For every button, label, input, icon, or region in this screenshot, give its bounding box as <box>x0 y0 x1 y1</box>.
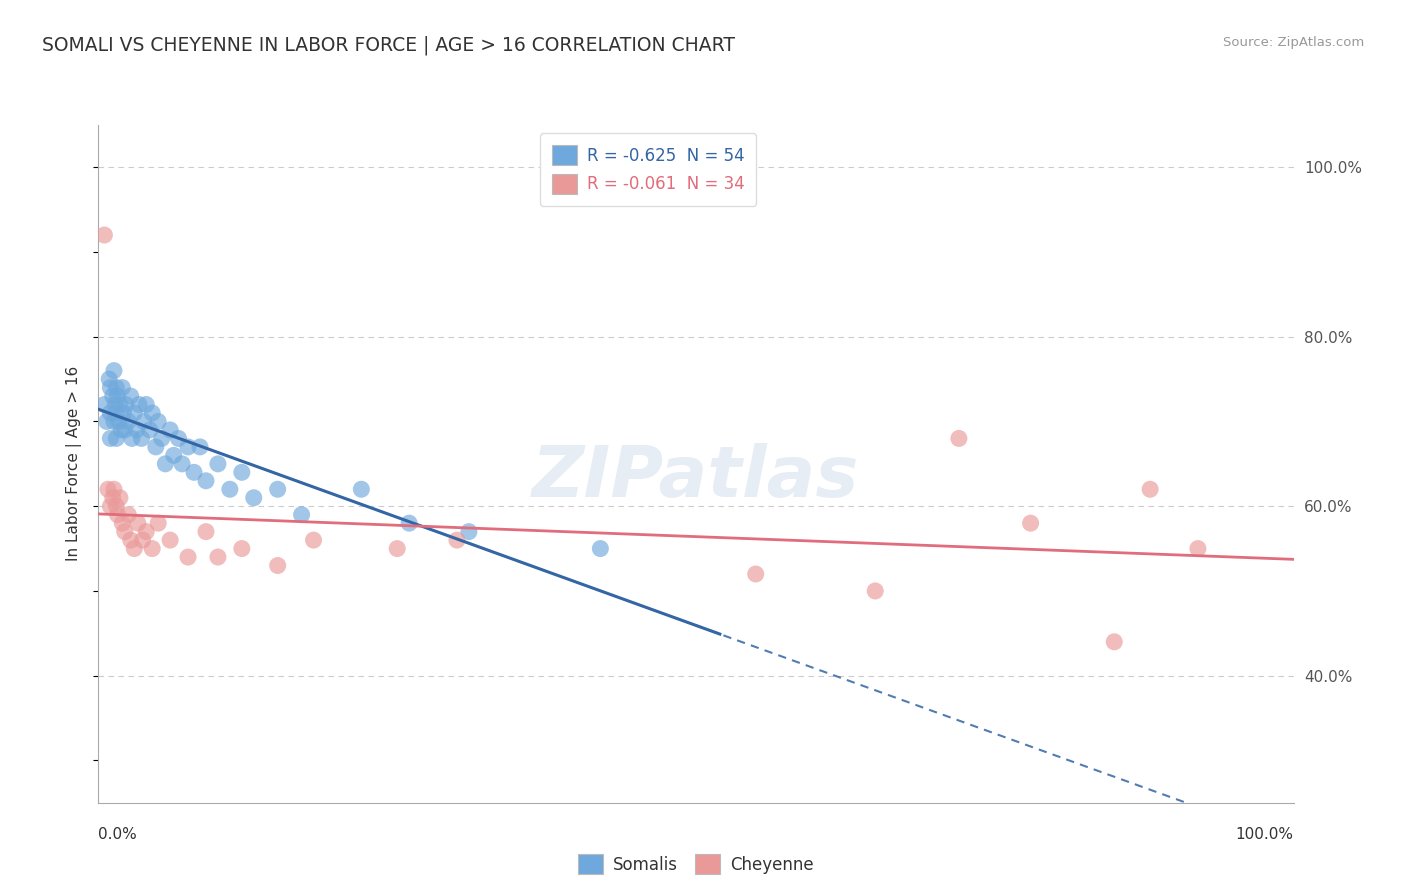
Point <box>350 483 373 497</box>
Point <box>183 466 205 480</box>
Text: SOMALI VS CHEYENNE IN LABOR FORCE | AGE > 16 CORRELATION CHART: SOMALI VS CHEYENNE IN LABOR FORCE | AGE … <box>42 36 735 55</box>
Point <box>117 508 139 522</box>
Point <box>446 533 468 547</box>
Point <box>111 381 134 395</box>
Point <box>267 558 290 573</box>
Point <box>207 457 229 471</box>
Point <box>141 541 163 556</box>
Point <box>139 423 162 437</box>
Point <box>194 524 218 539</box>
Point <box>159 423 181 437</box>
Legend: Somalis, Cheyenne: Somalis, Cheyenne <box>569 846 823 882</box>
Point <box>243 491 266 505</box>
Point <box>398 516 420 530</box>
Point <box>589 541 612 556</box>
Point <box>231 541 253 556</box>
Point <box>219 483 242 497</box>
Point <box>291 508 314 522</box>
Text: ZIPatlas: ZIPatlas <box>533 443 859 512</box>
Point <box>231 466 253 480</box>
Point <box>150 432 173 446</box>
Point <box>167 432 190 446</box>
Point <box>177 549 200 565</box>
Point <box>107 389 129 403</box>
Point <box>104 398 127 412</box>
Point <box>385 541 409 556</box>
Point <box>108 398 131 412</box>
Point <box>98 372 121 386</box>
Point <box>172 457 194 471</box>
Point <box>948 432 970 446</box>
Point <box>114 423 136 437</box>
Point <box>128 398 150 412</box>
Point <box>141 406 163 420</box>
Point <box>745 567 768 582</box>
Text: 0.0%: 0.0% <box>98 827 138 841</box>
Point <box>105 500 128 514</box>
Point <box>120 389 142 403</box>
Point <box>207 549 229 565</box>
Point <box>103 364 125 378</box>
Point <box>103 483 125 497</box>
Point <box>135 524 157 539</box>
Point <box>107 415 129 429</box>
Point <box>111 516 134 530</box>
Point <box>105 406 128 420</box>
Point <box>145 440 167 454</box>
Point <box>1187 541 1209 556</box>
Text: 100.0%: 100.0% <box>1236 827 1294 841</box>
Point <box>1019 516 1042 530</box>
Point <box>121 432 143 446</box>
Point <box>117 415 139 429</box>
Point <box>132 415 155 429</box>
Point <box>125 423 148 437</box>
Point <box>163 448 186 462</box>
Point <box>148 415 170 429</box>
Point <box>97 483 120 497</box>
Point <box>863 584 887 599</box>
Point <box>124 541 146 556</box>
Point <box>155 457 177 471</box>
Point <box>458 524 481 539</box>
Point <box>114 524 136 539</box>
Text: Source: ZipAtlas.com: Source: ZipAtlas.com <box>1223 36 1364 49</box>
Point <box>108 491 131 505</box>
Point <box>105 381 128 395</box>
Point <box>127 516 149 530</box>
Point <box>112 406 135 420</box>
Point <box>98 381 122 395</box>
Point <box>267 483 290 497</box>
Point <box>96 415 118 429</box>
Point <box>1139 483 1161 497</box>
Point <box>148 516 170 530</box>
Point <box>115 398 138 412</box>
Point <box>105 432 128 446</box>
Point <box>194 474 218 488</box>
Point <box>177 440 200 454</box>
Y-axis label: In Labor Force | Age > 16: In Labor Force | Age > 16 <box>66 367 83 561</box>
Point <box>120 533 142 547</box>
Point <box>1102 635 1125 649</box>
Point <box>131 432 153 446</box>
Point <box>110 423 132 437</box>
Point <box>101 389 124 403</box>
Point <box>302 533 325 547</box>
Point <box>93 398 115 412</box>
Point <box>98 406 122 420</box>
Point <box>98 500 122 514</box>
Point <box>124 406 146 420</box>
Point <box>98 432 122 446</box>
Point <box>159 533 181 547</box>
Point <box>93 228 115 243</box>
Point <box>135 398 157 412</box>
Point <box>131 533 153 547</box>
Point <box>103 415 125 429</box>
Point <box>101 491 124 505</box>
Point <box>188 440 211 454</box>
Point <box>107 508 129 522</box>
